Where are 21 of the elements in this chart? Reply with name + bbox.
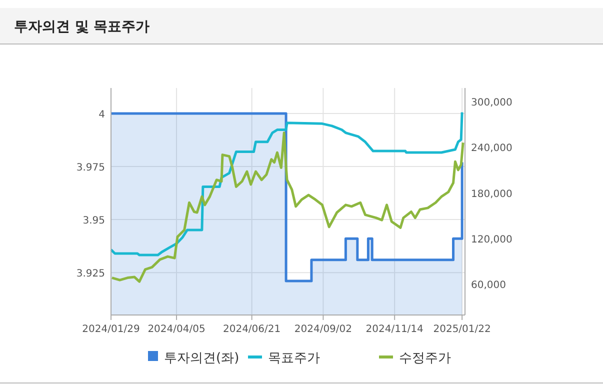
x-tick-label: 2024/04/05	[148, 324, 206, 335]
legend-label: 목표주가	[268, 351, 320, 366]
x-tick-label: 2024/11/14	[366, 324, 424, 335]
y-tick-label: 3.95	[82, 216, 105, 227]
legend-label: 투자의견(좌)	[164, 351, 240, 366]
y2-tick-label: 240,000	[471, 143, 512, 154]
x-tick-label: 2024/06/21	[222, 324, 281, 335]
x-tick-label: 2024/09/02	[294, 324, 352, 335]
y2-tick-label: 180,000	[471, 188, 512, 200]
y-tick-label: 3.925	[76, 268, 105, 280]
y-tick-label: 4	[98, 109, 105, 120]
y2-tick-label: 60,000	[471, 280, 506, 291]
line-series	[110, 132, 464, 283]
chart-title: 투자의견 및 목표주가	[14, 19, 150, 35]
x-tick-label: 2024/01/29	[82, 324, 140, 335]
y2-tick-label: 300,000	[471, 98, 512, 109]
legend-label: 수정주가	[399, 351, 451, 366]
y2-tick-label: 120,000	[471, 234, 512, 246]
y-tick-label: 3.975	[76, 162, 105, 174]
x-tick-label: 2025/01/22	[433, 324, 491, 335]
line-series	[110, 111, 464, 256]
